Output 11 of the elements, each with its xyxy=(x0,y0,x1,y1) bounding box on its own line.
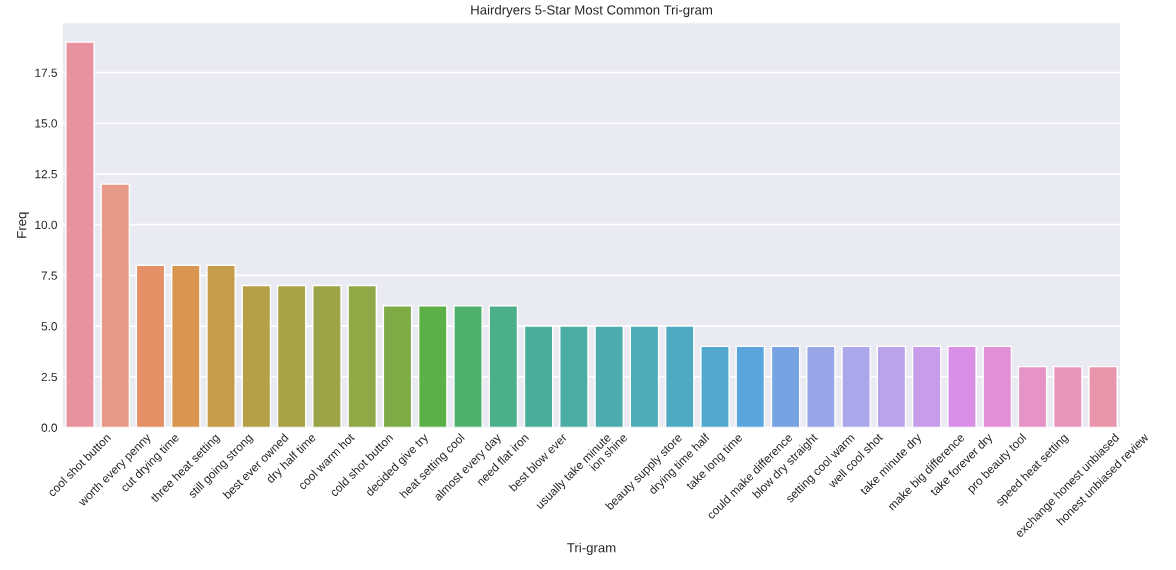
y-tick-label: 5.0 xyxy=(41,322,58,331)
y-tick-label: 12.5 xyxy=(35,169,57,179)
y-axis-title: Freq xyxy=(17,212,29,238)
x-axis-title: Tri-gram xyxy=(567,542,616,555)
y-tick-label: 0.0 xyxy=(41,423,58,432)
chart-title: Hairdryers 5-Star Most Common Tri-gram xyxy=(471,4,712,18)
y-tick-label: 7.5 xyxy=(41,271,57,280)
y-tick-label: 17.5 xyxy=(35,68,57,77)
y-tick-label: 2.5 xyxy=(41,372,57,382)
y-tick-label: 10.0 xyxy=(35,220,58,230)
y-tick-label: 15.0 xyxy=(35,119,58,128)
